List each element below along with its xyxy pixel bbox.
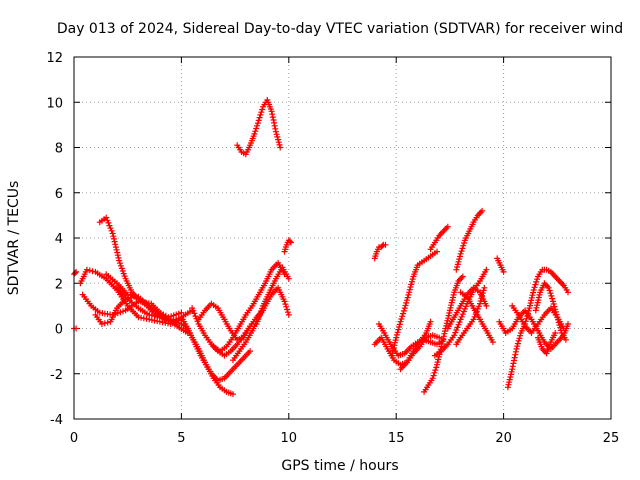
- series-arc-02: [71, 268, 80, 278]
- y-tick-label: -4: [50, 413, 63, 428]
- plus-marker: [388, 248, 440, 359]
- x-axis-label: GPS time / hours: [281, 458, 398, 474]
- plus-marker: [397, 318, 434, 373]
- y-tick-label: 6: [55, 187, 63, 202]
- x-tick-label: 20: [495, 431, 512, 446]
- x-tick-label: 10: [281, 431, 298, 446]
- plus-marker: [535, 330, 559, 357]
- plus-marker: [114, 284, 191, 332]
- plot-frame: [73, 56, 612, 420]
- series-arc-13: [210, 259, 288, 355]
- y-tick-label: 4: [55, 232, 63, 247]
- plus-marker: [427, 223, 451, 253]
- plus-marker: [371, 241, 389, 262]
- x-tick-label: 0: [70, 431, 78, 446]
- y-tick-label: 8: [55, 142, 63, 157]
- series-arc-34: [532, 280, 569, 343]
- plus-marker: [444, 284, 490, 332]
- series-arc-10: [182, 323, 254, 384]
- x-tick-label: 5: [177, 431, 185, 446]
- data-traces: [71, 97, 571, 398]
- series-arc-15: [234, 97, 284, 158]
- series-arc-01: [71, 325, 80, 332]
- series-arc-27: [453, 207, 486, 273]
- plus-marker: [494, 255, 507, 275]
- plus-marker: [453, 207, 486, 273]
- series-arc-21: [388, 248, 440, 359]
- series-arc-08: [114, 284, 191, 332]
- series-arc-32: [504, 266, 571, 391]
- plus-marker: [182, 323, 254, 384]
- y-tick-label: 2: [55, 277, 63, 292]
- plus-marker: [509, 302, 567, 336]
- axis-ticks: 0 5 10 15 20 25 -4 -2 0 2 4 6 8 10 12: [46, 51, 619, 446]
- plus-marker: [253, 264, 292, 327]
- x-tick-label: 15: [388, 431, 405, 446]
- series-arc-17: [281, 237, 294, 255]
- series-arc-30: [494, 255, 507, 275]
- series-arc-25: [427, 223, 451, 253]
- series-arc-22: [397, 318, 434, 373]
- grid-lines: [74, 57, 611, 419]
- plus-marker: [532, 280, 569, 343]
- plus-marker: [210, 259, 288, 355]
- series-arc-18: [371, 241, 389, 262]
- chart-title: Day 013 of 2024, Sidereal Day-to-day VTE…: [57, 21, 623, 37]
- y-axis-label: SDTVAR / TECUs: [6, 181, 22, 296]
- series-arc-29: [457, 289, 496, 346]
- series-line: [455, 210, 483, 270]
- plus-marker: [504, 266, 571, 391]
- x-tick-label: 25: [603, 431, 620, 446]
- series-arc-28: [453, 284, 488, 348]
- y-tick-label: 12: [46, 51, 63, 66]
- plus-marker: [234, 97, 284, 158]
- plus-marker: [71, 268, 80, 278]
- series-line: [236, 98, 281, 156]
- series-arc-16: [253, 264, 292, 327]
- y-tick-label: 0: [55, 323, 63, 338]
- plus-marker: [281, 237, 294, 255]
- y-tick-label: 10: [46, 96, 63, 111]
- y-tick-label: -2: [50, 368, 63, 383]
- series-arc-35: [535, 330, 559, 357]
- plus-marker: [71, 325, 80, 332]
- plus-marker: [457, 289, 496, 346]
